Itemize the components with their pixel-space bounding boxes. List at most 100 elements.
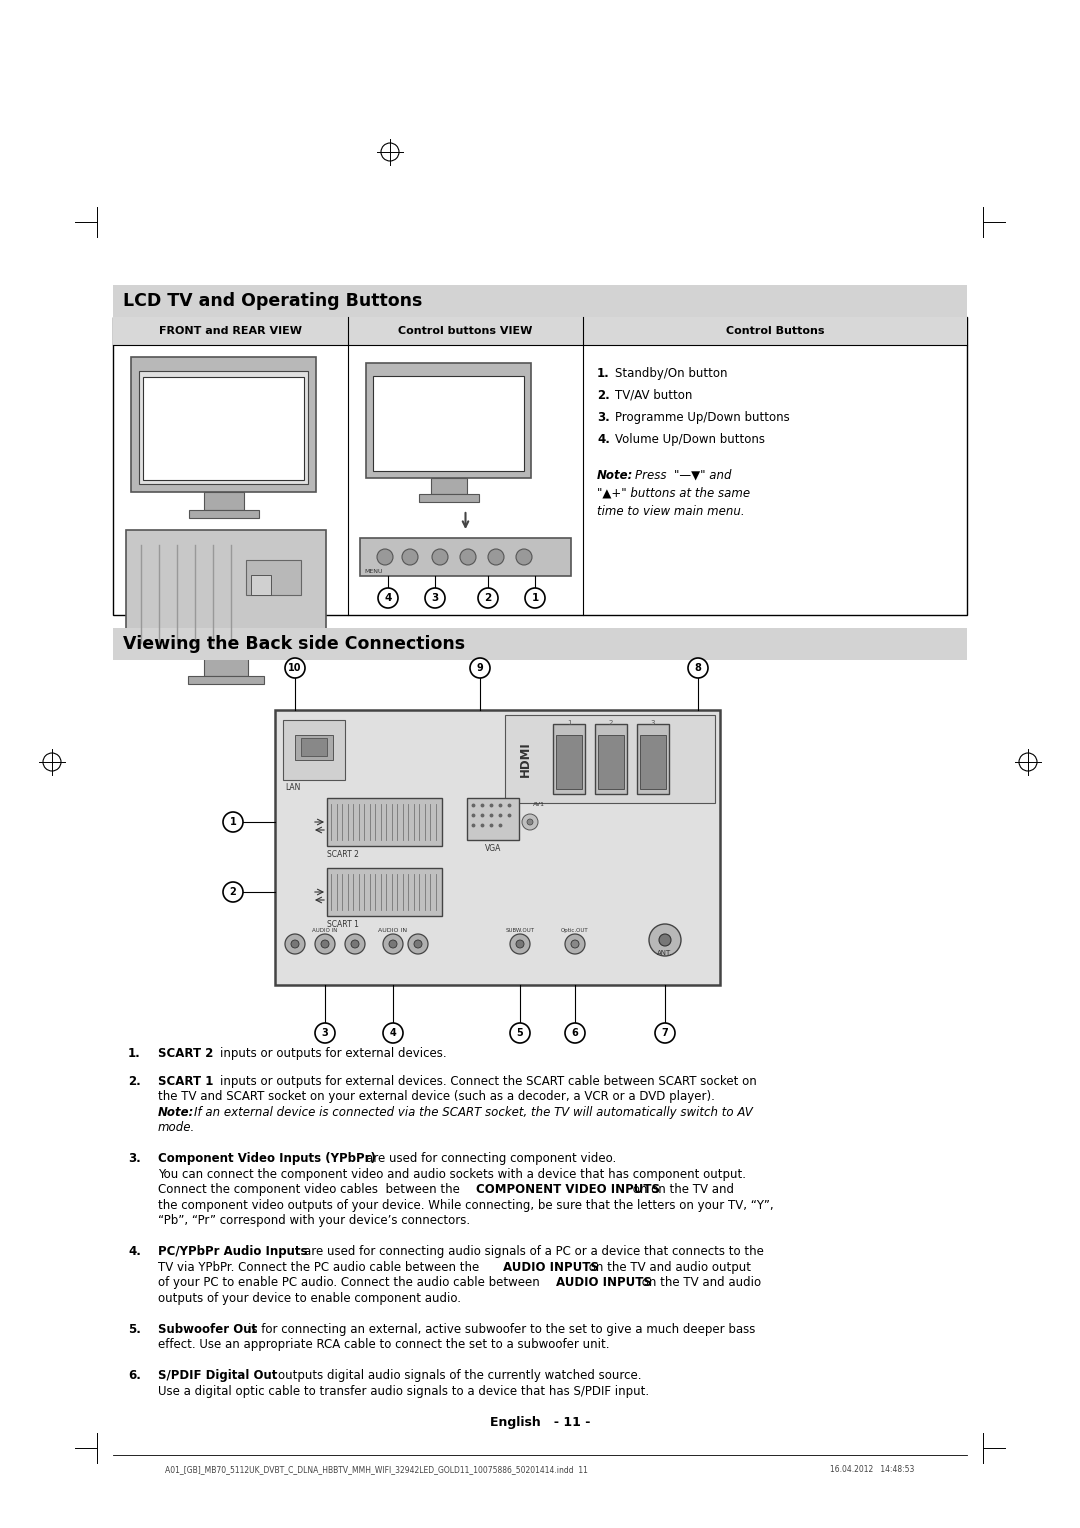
Circle shape [659, 934, 671, 946]
Text: 8: 8 [694, 663, 701, 672]
Text: Note:: Note: [597, 469, 633, 481]
Bar [640, 735, 666, 788]
Circle shape [565, 1024, 585, 1044]
Text: 5: 5 [516, 1028, 524, 1038]
Circle shape [383, 934, 403, 953]
Text: LCD TV and Operating Buttons: LCD TV and Operating Buttons [123, 292, 422, 310]
Bar [595, 724, 627, 795]
Circle shape [408, 934, 428, 953]
Text: 6: 6 [571, 1028, 579, 1038]
Circle shape [315, 934, 335, 953]
Text: inputs or outputs for external devices.: inputs or outputs for external devices. [220, 1047, 447, 1060]
Circle shape [389, 940, 397, 947]
Text: the TV and SCART socket on your external device (such as a decoder, a VCR or a D: the TV and SCART socket on your external… [158, 1091, 715, 1103]
Text: S/PDIF Digital Out: S/PDIF Digital Out [158, 1369, 278, 1383]
Text: ANT.: ANT. [658, 950, 673, 957]
Bar [189, 510, 258, 518]
Bar [275, 711, 720, 986]
Bar [131, 358, 316, 492]
Text: Note:: Note: [158, 1106, 194, 1118]
Bar [283, 720, 345, 779]
Bar [373, 376, 524, 471]
Circle shape [649, 924, 681, 957]
Circle shape [510, 1024, 530, 1044]
Text: TV via YPbPr. Connect the PC audio cable between the: TV via YPbPr. Connect the PC audio cable… [158, 1261, 483, 1274]
Text: Control Buttons: Control Buttons [726, 325, 824, 336]
Circle shape [460, 549, 476, 565]
Circle shape [510, 934, 530, 953]
Bar [188, 675, 264, 685]
Text: COMPONENT VIDEO INPUTS: COMPONENT VIDEO INPUTS [476, 1183, 660, 1196]
Bar [139, 371, 308, 484]
Text: TV/AV button: TV/AV button [615, 390, 692, 402]
Text: If an external device is connected via the SCART socket, the TV will automatical: If an external device is connected via t… [194, 1106, 753, 1118]
Text: LAN: LAN [285, 782, 300, 792]
Text: outputs digital audio signals of the currently watched source.: outputs digital audio signals of the cur… [278, 1369, 642, 1383]
Circle shape [470, 659, 490, 678]
Circle shape [378, 588, 399, 608]
Bar [113, 628, 967, 660]
Text: 3: 3 [431, 593, 438, 604]
Circle shape [414, 940, 422, 947]
Bar [143, 377, 303, 480]
Text: Connect the component video cables  between the: Connect the component video cables betwe… [158, 1183, 463, 1196]
Text: PC/YPbPr Audio Inputs: PC/YPbPr Audio Inputs [158, 1245, 308, 1259]
Text: AUDIO IN: AUDIO IN [312, 927, 338, 934]
Text: 2.: 2. [597, 390, 610, 402]
Text: Use a digital optic cable to transfer audio signals to a device that has S/PDIF : Use a digital optic cable to transfer au… [158, 1384, 649, 1398]
Text: HDMI: HDMI [518, 741, 531, 776]
Circle shape [527, 819, 534, 825]
Text: SCART 2: SCART 2 [327, 850, 359, 859]
Text: are used for connecting component video.: are used for connecting component video. [366, 1152, 617, 1166]
Bar [327, 868, 442, 915]
Bar [113, 286, 967, 316]
Text: effect. Use an appropriate RCA cable to connect the set to a subwoofer unit.: effect. Use an appropriate RCA cable to … [158, 1339, 609, 1351]
Text: “Pb”, “Pr” correspond with your device’s connectors.: “Pb”, “Pr” correspond with your device’s… [158, 1215, 470, 1227]
Circle shape [571, 940, 579, 947]
Bar [301, 738, 327, 756]
Text: Programme Up/Down buttons: Programme Up/Down buttons [615, 411, 789, 423]
Text: Standby/On button: Standby/On button [615, 367, 728, 380]
Bar [327, 798, 442, 847]
Bar [556, 735, 582, 788]
Circle shape [291, 940, 299, 947]
Circle shape [345, 934, 365, 953]
Text: 2: 2 [230, 886, 237, 897]
Text: 1.: 1. [597, 367, 610, 380]
Text: of your PC to enable PC audio. Connect the audio cable between: of your PC to enable PC audio. Connect t… [158, 1276, 543, 1290]
Circle shape [688, 659, 708, 678]
Bar [419, 494, 478, 503]
Circle shape [321, 940, 329, 947]
Text: English   - 11 -: English - 11 - [490, 1416, 590, 1429]
Text: on on the TV and: on on the TV and [629, 1183, 734, 1196]
Text: 1: 1 [230, 817, 237, 827]
Bar [113, 316, 967, 345]
Text: Viewing the Back side Connections: Viewing the Back side Connections [123, 636, 465, 652]
Bar [360, 538, 571, 576]
Text: on the TV and audio output: on the TV and audio output [585, 1261, 751, 1274]
Bar [431, 478, 467, 494]
Text: SCART 2: SCART 2 [158, 1047, 214, 1060]
Text: AUDIO INPUTS: AUDIO INPUTS [556, 1276, 652, 1290]
Text: AUDIO INPUTS: AUDIO INPUTS [503, 1261, 599, 1274]
Text: "▲+" buttons at the same: "▲+" buttons at the same [597, 487, 751, 500]
Text: 5.: 5. [129, 1323, 140, 1335]
Text: 4: 4 [390, 1028, 396, 1038]
Circle shape [516, 549, 532, 565]
Text: 4.: 4. [129, 1245, 140, 1259]
Text: Component Video Inputs (YPbPr): Component Video Inputs (YPbPr) [158, 1152, 376, 1166]
Text: 3.: 3. [597, 411, 610, 423]
Text: FRONT and REAR VIEW: FRONT and REAR VIEW [159, 325, 302, 336]
Circle shape [426, 588, 445, 608]
Circle shape [488, 549, 504, 565]
Bar [113, 316, 967, 614]
Circle shape [478, 588, 498, 608]
Circle shape [377, 549, 393, 565]
Text: 4: 4 [384, 593, 392, 604]
Text: 16.04.2012   14:48:53: 16.04.2012 14:48:53 [831, 1465, 915, 1475]
Bar [505, 715, 715, 804]
Text: 1: 1 [567, 720, 571, 726]
Text: the component video outputs of your device. While connecting, be sure that the l: the component video outputs of your devi… [158, 1199, 773, 1212]
Text: SUBW.OUT: SUBW.OUT [505, 927, 535, 934]
Circle shape [525, 588, 545, 608]
